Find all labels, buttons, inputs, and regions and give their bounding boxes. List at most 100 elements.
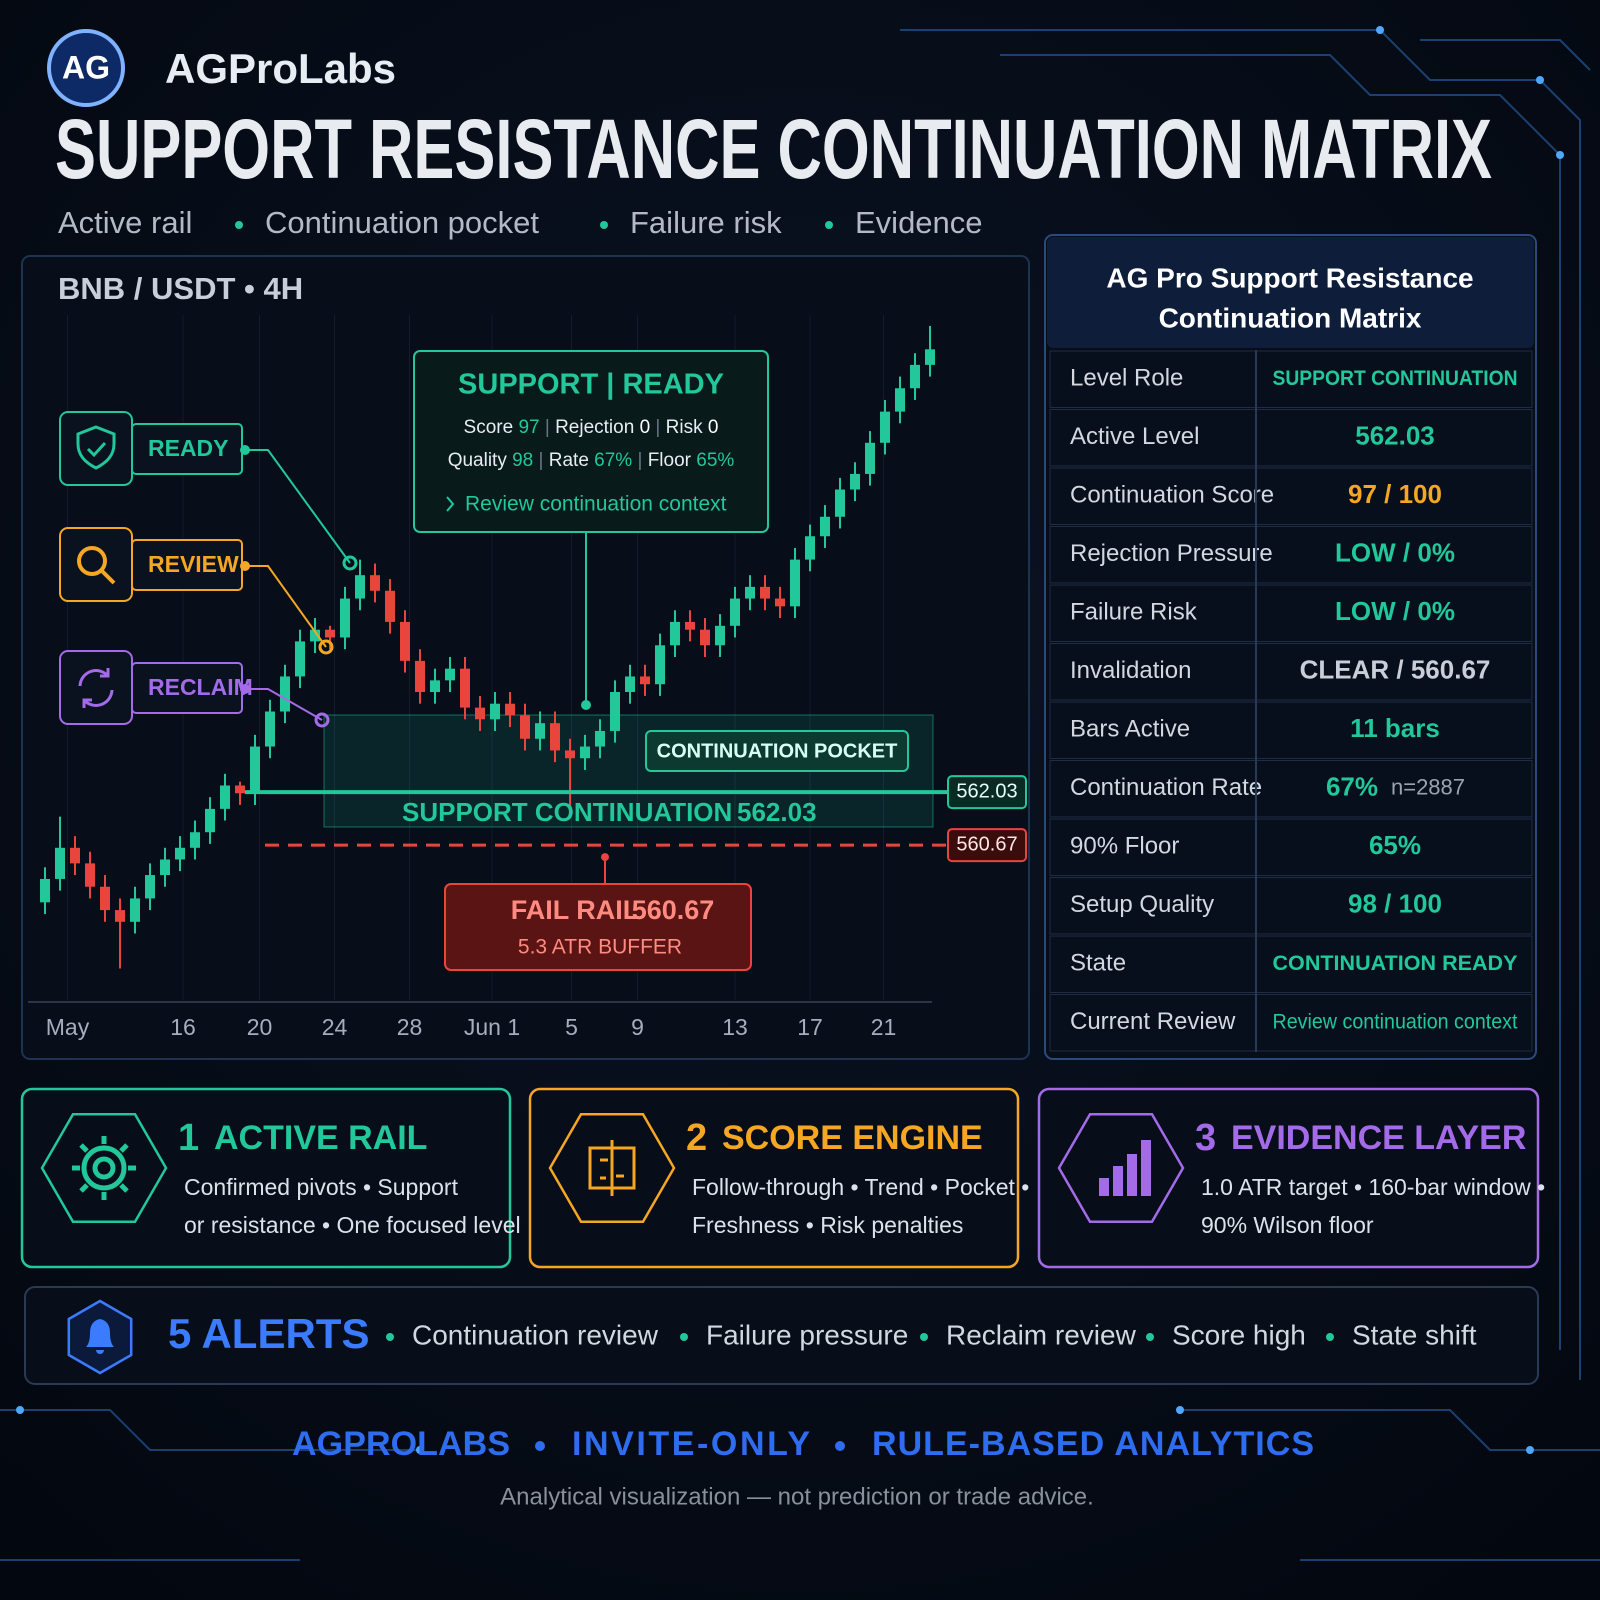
candle-body [835,489,845,517]
bell-icon [86,1319,114,1354]
support-label-value: 562.03 [737,797,817,827]
tags: Active rail Continuation pocket Failure ri… [58,205,983,240]
alerts-bar [24,1286,1539,1385]
row-value: 11 bars [1350,713,1440,743]
footer: AGPROLABS INVITE-ONLY RULE-BASED ANALYTICS… [292,1425,1314,1510]
candle-body [325,629,335,638]
tag: Active rail [58,205,192,240]
metric-value: 97 [518,417,539,438]
row-label: Rejection Pressure [1070,540,1273,567]
candle-body [730,598,740,626]
row [1049,350,1533,408]
page-title: SUPPORT RESISTANCE CONTINUATION MATRIX [55,102,1492,196]
row-label: Bars Active [1070,716,1190,743]
row [1049,643,1533,701]
card-text: Freshness • Risk penalties [692,1212,963,1238]
row-label: 90% Floor [1070,833,1179,860]
separator-dot [1146,1333,1154,1341]
circuit-dots [16,26,1564,1454]
tagline: INVITE-ONLY [572,1425,810,1463]
logo [47,29,125,107]
pocket-label: CONTINUATION POCKET [657,740,898,762]
chart-title: BNB / USDT • 4H [58,271,303,306]
matrix-title: AG Pro Support Resistance [1106,262,1473,293]
tag: Continuation pocket [265,205,539,240]
pocket-label-box [645,730,909,772]
fail-note: 5.3 ATR BUFFER [518,936,682,959]
metric-label: Score [464,417,514,438]
callout-link[interactable]: Review continuation context [465,493,727,516]
candle-body [625,676,635,693]
row-label: Level Role [1070,365,1183,392]
fail-label: FAIL RAIL [511,895,640,925]
badge-icon-box [59,527,133,602]
brand: AGProLabs [165,45,396,92]
row [1049,701,1533,759]
chart: BNB / USDT • 4H May 16 20 24 28 Jun 1 5 9 13 17 21 5… [28,271,1027,1040]
metric-label: Risk [666,417,703,438]
candle-body [460,668,470,708]
candle-body [70,847,80,864]
row-label: Continuation Score [1070,482,1274,509]
candle-body [220,785,230,809]
metric-label: Floor [648,450,692,471]
chevron [446,496,455,512]
separator-dot [825,221,833,229]
candle-body [865,442,875,474]
candle-body [130,898,140,922]
tag: Evidence [855,205,983,240]
badge-icon-box [59,650,133,725]
card-icon-frame [1057,1113,1185,1223]
candle-body [415,660,425,693]
badge-label: READY [148,435,229,461]
candle-body [115,910,125,922]
shield-icon [76,425,116,470]
row-note: n=2887 [1391,775,1465,800]
candle-body [55,847,65,879]
row-label: Active Level [1070,423,1199,450]
metric-value: 0 [640,417,651,438]
candle-body [85,863,95,887]
candle-body [610,692,620,731]
card-title: EVIDENCE LAYER [1231,1119,1526,1157]
row-value: LOW / 0% [1335,538,1455,568]
metric-value: 0 [708,417,719,438]
bars-icon [1141,1140,1151,1196]
row [1049,935,1533,993]
tagline: AGPROLABS [292,1425,510,1463]
callout-title: SUPPORT | READY [458,369,724,401]
search-icon [77,546,116,585]
row [1049,467,1533,525]
x-tick-label: 20 [247,1014,273,1040]
fail-box [444,883,752,971]
card [528,1087,1020,1269]
candle-body [775,598,785,607]
badge-dot [240,445,250,455]
candle-body [235,785,245,794]
candle-body [160,859,170,876]
card [20,1087,512,1269]
separator-dot [600,221,608,229]
candle-body [715,625,725,646]
candle-body [250,746,260,794]
badge-target [342,555,358,571]
candle-body [310,629,320,642]
badge-connector [242,565,327,648]
candle-body [280,676,290,712]
card-text: Confirmed pivots • Support [184,1174,459,1200]
candle-body [640,676,650,685]
row [1049,818,1533,876]
metric-value: 98 [512,450,533,471]
tag: Failure risk [630,205,782,240]
candle-body [670,621,680,646]
badge-label: RECLAIM [148,674,253,700]
row-label: State [1070,950,1126,977]
candle-body [820,516,830,537]
row [1049,409,1533,467]
x-tick-label: 5 [565,1014,578,1040]
candle-body [760,586,770,599]
alert-item: Reclaim review [946,1319,1137,1350]
alert-item: Continuation review [412,1319,659,1350]
fail-label-value: 560.67 [632,895,715,925]
